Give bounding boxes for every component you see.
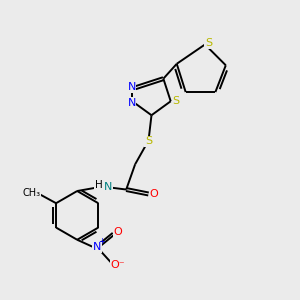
Text: S: S: [145, 136, 152, 146]
Text: N: N: [103, 182, 112, 192]
Text: O: O: [113, 227, 122, 237]
Text: S: S: [205, 38, 212, 48]
Text: N: N: [93, 242, 101, 252]
Text: O: O: [149, 189, 158, 199]
Text: N: N: [128, 98, 136, 108]
Text: O⁻: O⁻: [111, 260, 125, 270]
Text: S: S: [172, 96, 180, 106]
Text: N: N: [128, 82, 136, 92]
Text: H: H: [95, 180, 103, 190]
Text: CH₃: CH₃: [22, 188, 40, 198]
Text: +: +: [98, 237, 105, 246]
